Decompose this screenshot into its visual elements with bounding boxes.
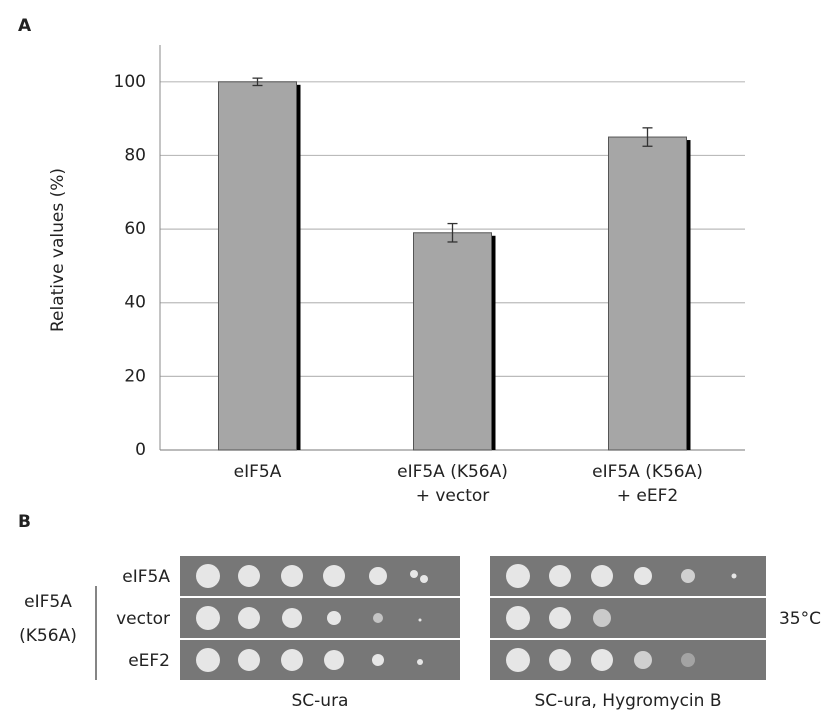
spot (323, 565, 345, 587)
spot (634, 567, 652, 585)
spot (369, 567, 387, 585)
plate-row (490, 556, 766, 596)
panel-label: A (18, 16, 32, 36)
spot (410, 570, 418, 578)
spot (681, 653, 695, 667)
plate-row (180, 598, 460, 638)
spot (196, 606, 220, 630)
spot (196, 564, 220, 588)
panel-label: B (18, 512, 31, 532)
spot (731, 573, 737, 579)
spot (420, 575, 428, 583)
temperature-label: 35°C (779, 609, 821, 629)
spot (634, 651, 652, 669)
spot (281, 649, 303, 671)
plate-row (490, 598, 766, 638)
y-tick-label: 40 (124, 293, 146, 313)
x-tick-label: + vector (416, 486, 490, 506)
plate (180, 556, 460, 680)
spot (238, 649, 260, 671)
spot (506, 606, 530, 630)
spot (591, 565, 613, 587)
plate-label: SC-ura (292, 691, 349, 711)
y-tick-label: 100 (114, 72, 146, 92)
y-axis-label: Relative values (%) (48, 168, 68, 332)
spot (418, 618, 422, 622)
spot (372, 654, 384, 666)
bar (608, 136, 687, 451)
plate-row (490, 640, 766, 680)
spot (681, 569, 695, 583)
group-label: eIF5A (24, 592, 72, 612)
x-tick-label: eIF5A (234, 462, 282, 482)
plate-label: SC-ura, Hygromycin B (535, 691, 722, 711)
spot (282, 608, 302, 628)
spot (324, 650, 344, 670)
x-tick-label: eIF5A (K56A) (397, 462, 508, 482)
plate-row (180, 640, 460, 680)
y-tick-label: 0 (135, 440, 146, 460)
row-label: vector (116, 609, 170, 629)
spot (417, 659, 423, 665)
group-label: (K56A) (19, 626, 77, 646)
plate (490, 556, 766, 680)
spot (506, 648, 530, 672)
y-tick-label: 20 (124, 366, 146, 386)
error-bar (252, 77, 263, 87)
spot (373, 613, 383, 623)
spot (281, 565, 303, 587)
spot (549, 565, 571, 587)
spot (593, 609, 611, 627)
row-label: eIF5A (122, 567, 170, 587)
spot (549, 649, 571, 671)
spot (506, 564, 530, 588)
spot (327, 611, 341, 625)
plate-row (180, 556, 460, 596)
y-tick-label: 80 (124, 145, 146, 165)
spot (196, 648, 220, 672)
x-tick-label: eIF5A (K56A) (592, 462, 703, 482)
spot (549, 607, 571, 629)
spot (238, 565, 260, 587)
bar (413, 232, 492, 451)
bar (218, 81, 297, 451)
error-bar (447, 222, 458, 243)
spot (238, 607, 260, 629)
error-bar (642, 127, 653, 147)
spot (591, 649, 613, 671)
y-tick-label: 60 (124, 219, 146, 239)
row-label: eEF2 (128, 651, 170, 671)
x-tick-label: + eEF2 (617, 486, 678, 506)
